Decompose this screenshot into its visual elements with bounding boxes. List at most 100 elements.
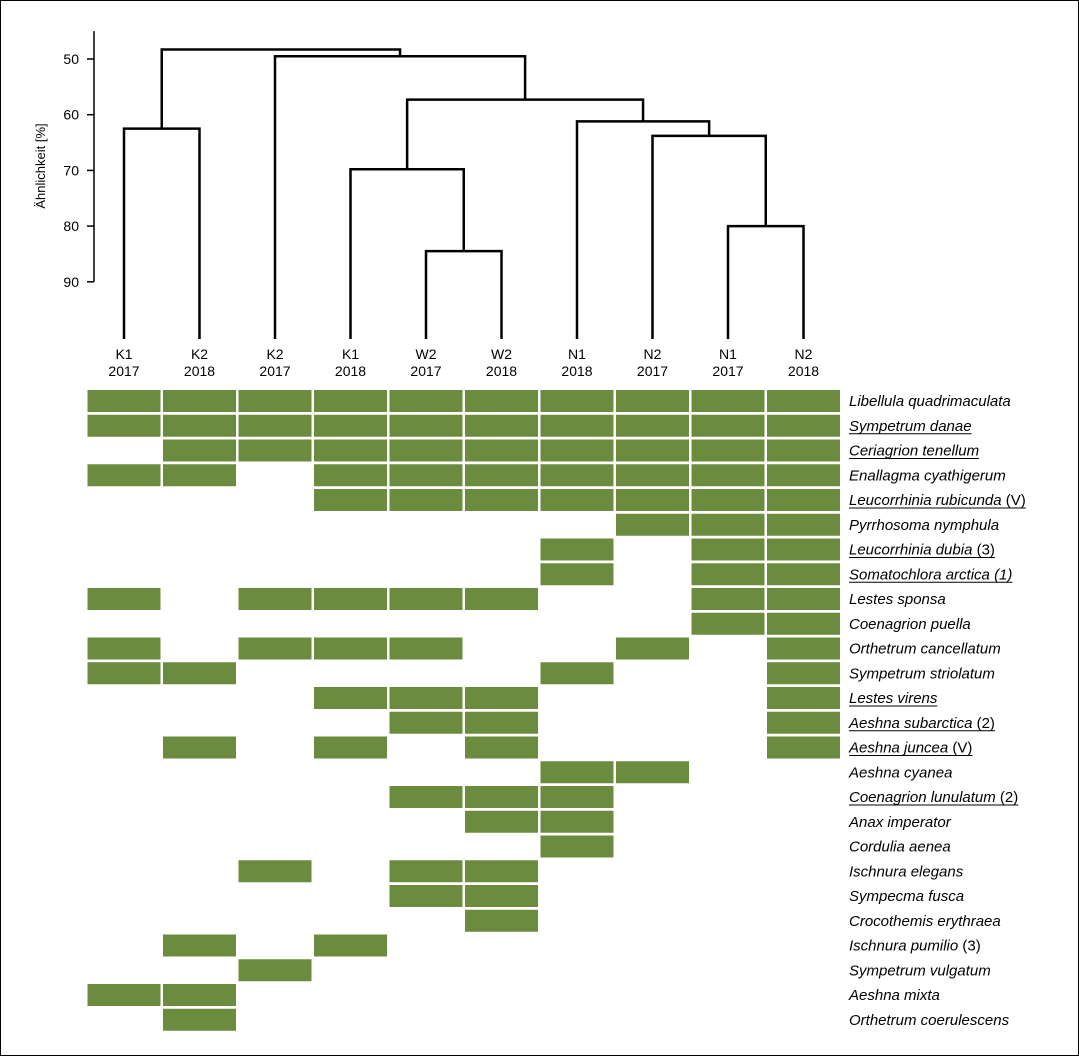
column-label-year: 2018 bbox=[335, 363, 366, 379]
presence-cell bbox=[691, 513, 765, 536]
dendrogram-branch bbox=[349, 168, 465, 339]
column-label-site: K1 bbox=[342, 346, 359, 362]
species-label: Leucorrhinia rubicunda (V) bbox=[849, 492, 1026, 509]
presence-cell bbox=[465, 390, 538, 412]
presence-cell bbox=[465, 489, 538, 511]
y-axis: 50 60 70 80 90 bbox=[63, 31, 95, 290]
species-label: Lestes virens bbox=[849, 690, 938, 707]
presence-cell bbox=[389, 637, 463, 660]
presence-cell bbox=[163, 390, 236, 412]
presence-cell bbox=[540, 810, 614, 833]
presence-cell bbox=[616, 761, 689, 784]
column-label-site: K2 bbox=[191, 346, 208, 362]
presence-cell bbox=[465, 687, 538, 709]
presence-cell bbox=[616, 414, 689, 437]
species-label: Orthetrum coerulescens bbox=[849, 1012, 1010, 1029]
presence-cell bbox=[314, 414, 387, 437]
species-name: Anax imperator bbox=[848, 814, 952, 831]
column-label-year: 2017 bbox=[410, 363, 441, 379]
presence-cell bbox=[465, 810, 538, 833]
presence-cell bbox=[691, 439, 765, 462]
species-name: Somatochlora arctica (1) bbox=[849, 566, 1012, 583]
column-label-site: N2 bbox=[795, 346, 813, 362]
presence-cell bbox=[465, 736, 538, 759]
column-label-site: W2 bbox=[416, 346, 437, 362]
species-labels: Libellula quadrimaculata Sympetrum danae C… bbox=[848, 393, 1026, 1029]
presence-cell bbox=[314, 736, 387, 759]
species-label: Aeshna mixta bbox=[848, 987, 940, 1004]
species-name: Leucorrhinia rubicunda bbox=[849, 492, 1002, 509]
presence-cell bbox=[767, 563, 840, 586]
presence-cell bbox=[87, 588, 161, 610]
species-name: Lestes virens bbox=[849, 690, 938, 707]
presence-cell bbox=[465, 711, 538, 734]
column-label-year: 2018 bbox=[486, 363, 517, 379]
species-name: Orthetrum coerulescens bbox=[849, 1012, 1010, 1029]
presence-cell bbox=[465, 786, 538, 808]
presence-cell bbox=[314, 637, 387, 660]
species-name: Coenagrion puella bbox=[849, 616, 971, 633]
species-label: Lestes sponsa bbox=[849, 591, 946, 608]
species-name: Sympetrum striolatum bbox=[849, 665, 995, 682]
column-label-site: K2 bbox=[266, 346, 283, 362]
presence-cell bbox=[238, 860, 312, 883]
species-label: Coenagrion puella bbox=[849, 616, 971, 633]
species-red-list-status: (V) bbox=[1002, 492, 1026, 509]
species-label: Aeshna cyanea bbox=[848, 764, 952, 781]
species-label: Aeshna subarctica (2) bbox=[848, 715, 995, 732]
presence-cell bbox=[314, 687, 387, 709]
species-label: Sympetrum danae bbox=[849, 418, 972, 435]
species-label: Somatochlora arctica (1) bbox=[849, 566, 1012, 583]
column-labels: K12017K22018K22017K12018W22017W22018N120… bbox=[108, 346, 819, 379]
species-name: Ischnura elegans bbox=[849, 863, 964, 880]
column-label-site: N1 bbox=[568, 346, 586, 362]
dendrogram-branch bbox=[575, 120, 711, 339]
presence-cell bbox=[540, 538, 614, 561]
species-red-list-status: (3) bbox=[972, 542, 995, 559]
species-label: Enallagma cyathigerum bbox=[849, 467, 1006, 484]
presence-cell bbox=[87, 414, 161, 437]
species-label: Aeshna juncea (V) bbox=[848, 740, 972, 757]
presence-cell bbox=[389, 390, 463, 412]
dendrogram-branch bbox=[160, 48, 402, 129]
presence-cell bbox=[314, 390, 387, 412]
presence-cell bbox=[767, 687, 840, 709]
presence-cell bbox=[465, 885, 538, 907]
column-label-year: 2018 bbox=[788, 363, 819, 379]
species-label: Sympetrum striolatum bbox=[849, 665, 995, 682]
presence-cell bbox=[767, 464, 840, 487]
presence-cell bbox=[314, 489, 387, 511]
presence-cell bbox=[389, 439, 463, 462]
species-red-list-status: (3) bbox=[958, 938, 981, 955]
presence-cell bbox=[767, 414, 840, 437]
presence-cell bbox=[238, 414, 312, 437]
presence-cell bbox=[616, 464, 689, 487]
presence-cell bbox=[163, 662, 236, 685]
presence-cell bbox=[87, 637, 161, 660]
species-name: Sympecma fusca bbox=[849, 888, 964, 905]
presence-cell bbox=[691, 464, 765, 487]
species-label: Cordulia aenea bbox=[849, 839, 951, 856]
species-name: Coenagrion lunulatum bbox=[849, 789, 996, 806]
presence-cell bbox=[616, 439, 689, 462]
species-label: Ischnura elegans bbox=[849, 863, 964, 880]
presence-cell bbox=[616, 513, 689, 536]
column-label-year: 2018 bbox=[561, 363, 592, 379]
species-label: Libellula quadrimaculata bbox=[849, 393, 1011, 410]
presence-cell bbox=[540, 464, 614, 487]
presence-cell bbox=[767, 588, 840, 610]
presence-cell bbox=[163, 439, 236, 462]
species-label: Ceriagrion tenellum bbox=[849, 443, 979, 460]
presence-cell bbox=[540, 439, 614, 462]
presence-cell bbox=[767, 489, 840, 511]
species-name: Aeshna subarctica bbox=[848, 715, 972, 732]
presence-cell bbox=[389, 711, 463, 734]
presence-cell bbox=[465, 588, 538, 610]
presence-cell bbox=[389, 464, 463, 487]
presence-cell bbox=[465, 414, 538, 437]
presence-cell bbox=[163, 934, 236, 957]
dendrogram-branch bbox=[726, 224, 805, 339]
species-red-list-status: (2) bbox=[996, 789, 1019, 806]
presence-cell bbox=[616, 489, 689, 511]
